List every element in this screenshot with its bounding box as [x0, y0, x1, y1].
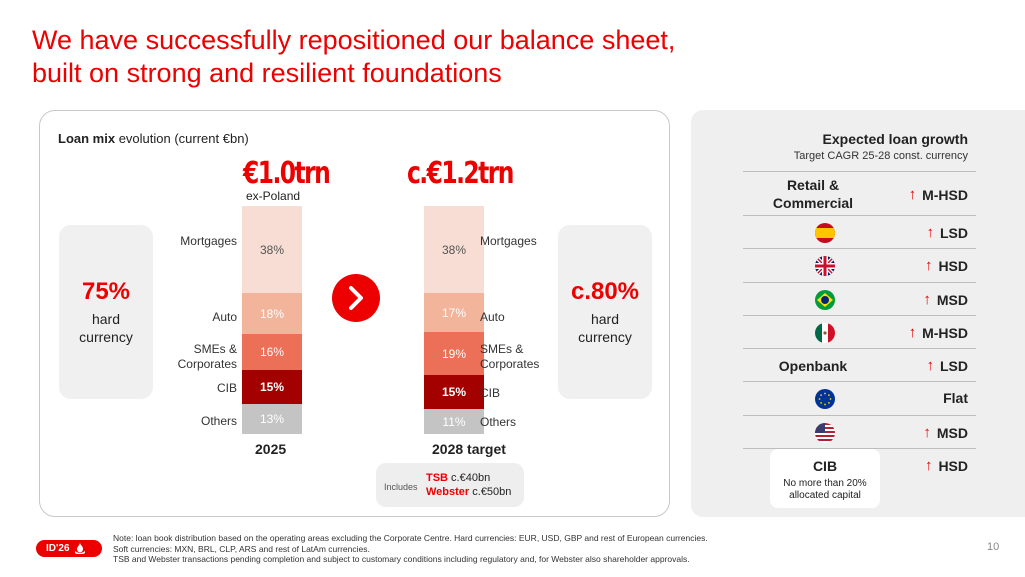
spain-flag-icon	[815, 223, 835, 243]
arrow-up-icon: ↑	[924, 257, 933, 274]
growth-value: HSD	[938, 457, 968, 474]
loan-mix-heading: Loan mix evolution (current €bn)	[58, 131, 249, 146]
bar-2028: 38% 17% 19% 15% 11%	[424, 206, 484, 434]
bar-segment-auto-0: 18%	[242, 293, 302, 334]
bar-segment-others-0: 13%	[242, 404, 302, 434]
hard-currency-2025-pct: 75%	[81, 278, 131, 305]
growth-row-eu: Flat	[743, 381, 976, 414]
total-2025: €1.0trn	[243, 156, 331, 191]
chevron-right-icon	[332, 274, 380, 322]
growth-row-us: ↑ MSD	[743, 415, 976, 448]
total-2028: c.€1.2trn	[407, 156, 514, 191]
arrow-up-icon: ↑	[923, 291, 931, 308]
cat-label-others-right: Others	[480, 415, 517, 429]
loan-growth-title: Expected loan growth	[822, 131, 968, 147]
bar-2025: 38% 18% 16% 15% 13%	[242, 206, 302, 434]
bar-segment-auto-1: 17%	[424, 293, 484, 332]
year-2028-label: 2028 target	[432, 441, 506, 457]
growth-value: MSD	[936, 424, 968, 441]
page-number: 10	[987, 541, 1000, 553]
eu-flag-icon	[815, 389, 835, 409]
bar-segment-mortgages-0: 38%	[242, 206, 302, 293]
growth-row-mexico: ↑ M-HSD	[743, 315, 976, 348]
arrow-up-icon: ↑	[923, 424, 931, 441]
hard-currency-2025-box: 75% hard currency	[59, 225, 153, 399]
bar-segment-cib-1: 15%	[424, 375, 484, 409]
growth-value: M-HSD	[922, 186, 968, 203]
brazil-flag-icon	[815, 290, 835, 310]
cat-label-mortgages-right: Mortgages	[480, 234, 537, 248]
cat-label-mortgages-left: Mortgages	[180, 234, 237, 248]
cat-label-cib-left: CIB	[216, 381, 237, 395]
includes-label: Includes	[384, 482, 418, 492]
footnote: Note: loan book distribution based on th…	[113, 533, 708, 564]
brand-logo: ID'26	[36, 540, 102, 557]
includes-tsb: TSB c.€40bn	[426, 472, 491, 484]
arrow-up-icon: ↑	[924, 457, 933, 474]
bar-segment-mortgages-1: 38%	[424, 206, 484, 293]
total-2025-sub: ex-Poland	[246, 189, 301, 203]
growth-row-spain: ↑ LSD	[743, 215, 976, 248]
bar-segment-smes-corporates-0: 16%	[242, 334, 302, 370]
cat-label-smes-left: SMEs & Corporates	[177, 342, 237, 371]
growth-value: HSD	[938, 257, 968, 274]
growth-row-label: Retail & Commercial	[772, 177, 854, 211]
title-line-1: We have successfully repositioned our ba…	[32, 25, 676, 55]
growth-value: Flat	[943, 390, 968, 406]
cat-label-smes-right: SMEs & Corporates	[480, 342, 540, 371]
cib-note: No more than 20% allocated capital	[783, 478, 867, 501]
hard-currency-2028-pct: c.80%	[570, 278, 640, 305]
page-title: We have successfully repositioned our ba…	[32, 24, 732, 90]
includes-box: Includes TSB c.€40bn Webster c.€50bn	[376, 463, 524, 507]
uk-flag-icon	[815, 256, 835, 276]
growth-value: LSD	[940, 357, 968, 374]
growth-row-openbank: Openbank ↑ LSD	[743, 348, 976, 381]
flame-icon	[74, 543, 85, 554]
growth-value: LSD	[940, 224, 968, 241]
title-line-2: built on strong and resilient foundation…	[32, 58, 502, 88]
cat-label-others-left: Others	[200, 414, 237, 428]
cat-label-auto-right: Auto	[480, 310, 505, 324]
includes-webster: Webster c.€50bn	[426, 486, 512, 498]
bar-segment-smes-corporates-1: 19%	[424, 332, 484, 375]
growth-row-label: CIB	[812, 458, 838, 474]
bar-segment-others-1: 11%	[424, 409, 484, 434]
us-flag-icon	[815, 423, 835, 443]
arrow-up-icon: ↑	[908, 186, 917, 203]
arrow-up-icon: ↑	[908, 324, 917, 341]
growth-value: M-HSD	[922, 324, 968, 341]
growth-row-brazil: ↑ MSD	[743, 282, 976, 315]
hard-currency-2028-box: c.80% hard currency	[558, 225, 652, 399]
bar-segment-cib-0: 15%	[242, 370, 302, 404]
loan-growth-subtitle: Target CAGR 25-28 const. currency	[793, 150, 968, 162]
growth-row-cib: ↑ HSD	[743, 448, 976, 488]
cib-label-box: CIB No more than 20% allocated capital	[770, 449, 880, 508]
growth-row-uk: ↑ HSD	[743, 248, 976, 281]
growth-value: MSD	[936, 291, 968, 308]
cat-label-cib-right: CIB	[480, 386, 501, 400]
mexico-flag-icon	[815, 323, 835, 343]
arrow-up-icon: ↑	[926, 357, 935, 374]
growth-row-retail: Retail & Commercial ↑ M-HSD	[743, 171, 976, 213]
cat-label-auto-left: Auto	[212, 310, 237, 324]
arrow-up-icon: ↑	[926, 224, 935, 241]
growth-row-label: Openbank	[778, 358, 848, 374]
year-2025-label: 2025	[255, 441, 287, 457]
